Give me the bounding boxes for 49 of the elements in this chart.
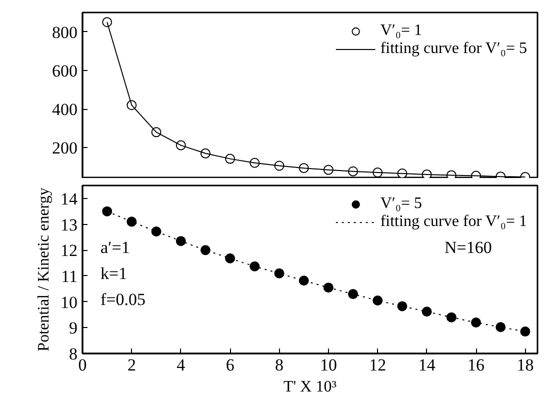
y-tick-label: 10 (60, 292, 78, 312)
annotation: f=0.05 (100, 290, 146, 309)
x-tick-label: 4 (176, 356, 186, 374)
y-tick-label: 200 (52, 138, 78, 158)
point (126, 216, 137, 227)
y-tick-label: 12 (60, 241, 78, 260)
point (348, 289, 358, 300)
point (274, 268, 284, 278)
point (200, 245, 210, 256)
point (372, 296, 383, 306)
annotation: k=1 (100, 264, 128, 283)
legend-label: V′₀= 1 (380, 22, 422, 40)
x-tick-label: 8 (275, 356, 284, 374)
point (471, 317, 482, 328)
point (151, 226, 162, 236)
y-tick-label: 13 (60, 215, 78, 234)
legend-label: fitting curve for V′₀= 1 (380, 213, 527, 231)
point (225, 253, 236, 264)
y-tick-label: 11 (61, 266, 78, 286)
point (298, 276, 309, 286)
annotation: N=160 (444, 238, 492, 257)
point (176, 236, 186, 246)
point (102, 17, 112, 28)
x-tick-label: 14 (418, 356, 436, 374)
point (446, 312, 456, 322)
point (422, 306, 432, 317)
annotation: a′=1 (100, 238, 130, 257)
y-axis-title: Potential / Kinetic energy (36, 188, 52, 352)
x-tick-label: 6 (226, 356, 234, 374)
legend-label: V′₀= 5 (380, 195, 422, 213)
point (102, 206, 112, 216)
x-tick-label: 12 (369, 356, 386, 374)
y-tick-label: 14 (60, 189, 78, 208)
x-axis-title: T' X 10³ (283, 378, 337, 396)
x-tick-label: 10 (320, 356, 337, 374)
legend-label: fitting curve for V′₀= 5 (380, 40, 527, 58)
x-tick-label: 2 (127, 356, 136, 374)
point (397, 301, 408, 312)
point (323, 282, 334, 293)
point (520, 326, 530, 337)
point (250, 261, 260, 272)
y-tick-label: 600 (52, 61, 78, 80)
y-tick-label: 800 (52, 22, 78, 42)
y-tick-label: 400 (52, 100, 78, 120)
x-tick-label: 18 (516, 356, 534, 374)
x-tick-label: 0 (78, 356, 87, 374)
y-tick-label: 9 (69, 318, 78, 338)
point (496, 322, 506, 332)
x-tick-label: 16 (468, 356, 485, 374)
